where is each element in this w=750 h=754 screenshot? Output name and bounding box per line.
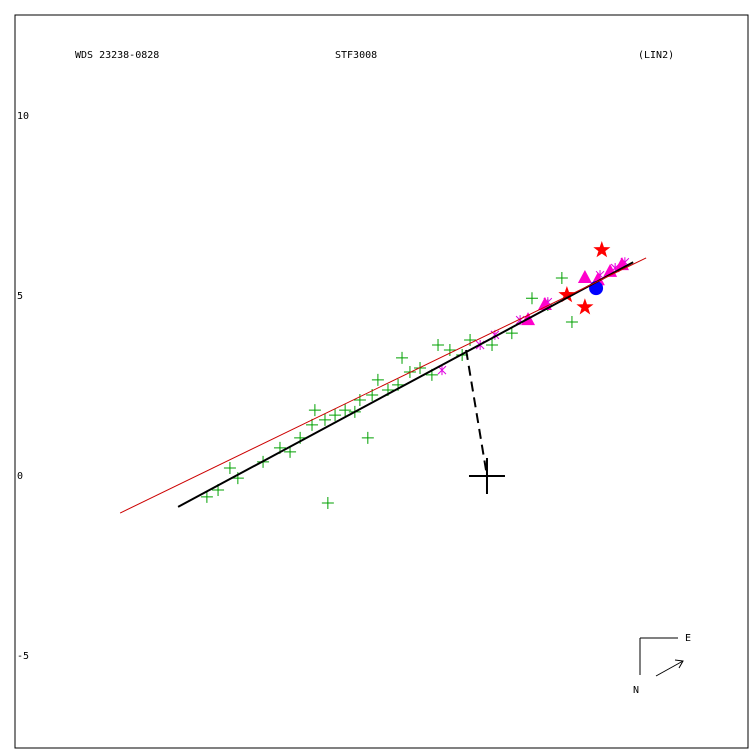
plus-point	[396, 351, 409, 364]
star-point	[558, 286, 576, 303]
plus-point	[565, 315, 578, 328]
plus-point	[223, 462, 236, 475]
plus-point	[329, 409, 342, 422]
header-left: WDS 23238-0828	[75, 50, 159, 61]
plus-point	[308, 404, 321, 417]
plus-point	[464, 333, 477, 346]
header-center: STF3008	[335, 50, 377, 61]
plus-point	[353, 394, 366, 407]
compass-e: E	[685, 633, 691, 644]
y-tick-label: -5	[17, 651, 29, 662]
y-tick-label: 10	[17, 111, 29, 122]
compass	[639, 637, 684, 677]
plus-point	[371, 373, 384, 386]
y-tick-label: 5	[17, 291, 23, 302]
fit-line	[119, 257, 647, 514]
star-point	[593, 241, 611, 258]
plus-point	[432, 338, 445, 351]
fit-line	[177, 261, 634, 508]
plus-point	[525, 292, 538, 305]
plot-frame	[14, 14, 749, 749]
plus-point	[486, 338, 499, 351]
motion-arrow	[655, 660, 684, 677]
plus-point	[505, 327, 518, 340]
dashed-line	[465, 349, 488, 477]
plus-point	[361, 431, 374, 444]
motion-arrow-head	[674, 659, 684, 669]
y-tick-label: 0	[17, 471, 23, 482]
triangle-point	[577, 270, 592, 284]
plus-point	[339, 404, 352, 417]
star-point	[576, 298, 594, 315]
plus-point	[555, 272, 568, 285]
compass-n: N	[633, 685, 639, 696]
plus-point	[200, 490, 213, 503]
header-right: (LIN2)	[638, 50, 674, 61]
plus-point	[306, 418, 319, 431]
plus-point	[318, 413, 331, 426]
plus-point	[321, 496, 334, 509]
primary-marker	[468, 457, 505, 494]
plus-point	[284, 445, 297, 458]
plus-point	[443, 344, 456, 357]
